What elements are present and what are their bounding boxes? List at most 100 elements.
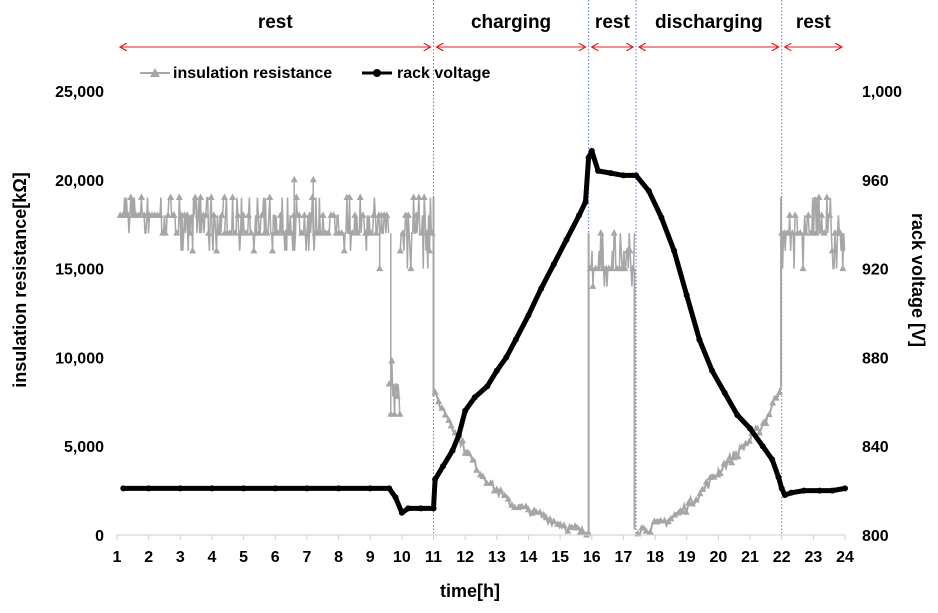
ir-point [410, 193, 418, 201]
rack-voltage-point [405, 505, 412, 512]
ir-point [247, 229, 255, 236]
ir-point [646, 528, 654, 535]
ir-point [218, 211, 226, 218]
ir-point [826, 211, 834, 218]
ir-point [445, 416, 453, 423]
rack-voltage-point [538, 285, 545, 292]
ir-point [359, 211, 367, 218]
rack-voltage-point [607, 170, 614, 177]
ir-point [799, 264, 807, 272]
rack-voltage-point [781, 492, 788, 498]
rack-voltage-point [512, 336, 519, 343]
ir-point [324, 229, 332, 236]
ir-point [303, 229, 311, 236]
phase-label: discharging [655, 12, 763, 33]
ir-point [486, 479, 494, 486]
ir-point [699, 485, 707, 492]
ir-point [420, 193, 428, 201]
insulation-resistance-series [116, 175, 847, 538]
rack-voltage-point [462, 407, 469, 414]
ir-point [226, 229, 234, 236]
ir-point [396, 246, 404, 254]
ir-point [447, 421, 455, 429]
ir-point [351, 211, 359, 218]
ir-point [423, 229, 431, 236]
ir-point [308, 193, 316, 201]
rack-voltage-point [209, 485, 215, 492]
rack-voltage-point [633, 172, 640, 179]
ir-point [418, 229, 426, 236]
ir-point [255, 229, 263, 236]
x-tick-label: 22 [773, 549, 791, 566]
ir-point [560, 521, 568, 528]
rack-voltage-point [471, 394, 478, 401]
ir-point [205, 229, 213, 236]
rack-voltage-point [335, 485, 342, 492]
x-tick-label: 3 [176, 549, 185, 566]
y-left-axis-title: insulation resistance[kΩ] [10, 172, 30, 388]
y-left-tick-label: 20,000 [55, 173, 104, 190]
ir-point [399, 229, 407, 236]
x-axis-ticks: 1 2 3 4 5 6 7 8 9 10 11 12 13 14 15 16 17 18 19 20 21 22 23 24 [113, 535, 854, 566]
rack-voltage-point [778, 485, 785, 492]
ir-point [412, 211, 420, 218]
x-tick-label: 18 [646, 549, 664, 566]
ir-point [393, 392, 401, 399]
ir-point [191, 193, 199, 201]
y-right-tick-label: 920 [862, 262, 889, 279]
y-right-tick-label: 1,000 [862, 84, 902, 101]
rack-voltage-point [620, 172, 627, 179]
ir-point [791, 211, 799, 218]
ir-point [710, 473, 718, 480]
ir-point [585, 529, 593, 536]
ir-point [207, 193, 215, 201]
ir-point [239, 211, 247, 218]
rack-voltage-point [550, 261, 557, 268]
ir-point [796, 229, 804, 236]
ir-curve [434, 391, 590, 536]
rack-voltage-point [585, 154, 592, 161]
rack-voltage-point [747, 425, 753, 432]
ir-point [215, 229, 223, 236]
ir-point [316, 229, 324, 236]
ir-point [742, 439, 750, 447]
ir-point [164, 211, 172, 218]
ir-point [728, 458, 736, 466]
ir-point [696, 489, 704, 497]
ir-point [137, 193, 145, 201]
ir-point [426, 246, 434, 254]
ir-point [404, 211, 412, 218]
ir-point [237, 229, 245, 236]
ir-point [765, 410, 773, 418]
ir-point [194, 211, 202, 218]
ir-point [287, 229, 295, 236]
ir-point [734, 452, 742, 460]
rack-voltage-point [145, 485, 152, 492]
x-tick-label: 12 [456, 549, 474, 566]
ir-point [745, 437, 753, 444]
ir-point [258, 211, 266, 218]
ir-point [290, 175, 298, 183]
x-tick-label: 7 [302, 549, 311, 566]
ir-point [685, 498, 693, 506]
rack-voltage-point [588, 147, 595, 154]
ir-point [396, 410, 404, 417]
ir-point [542, 513, 550, 521]
ir-point [546, 515, 554, 522]
rack-voltage-point [440, 463, 446, 470]
ir-point [348, 229, 356, 236]
ir-point [229, 193, 237, 201]
y-left-tick-label: 10,000 [55, 350, 104, 367]
rack-voltage-point [455, 432, 462, 439]
ir-point [772, 394, 780, 401]
ir-point [306, 211, 314, 218]
ir-point [626, 246, 634, 254]
ir-point [692, 496, 700, 503]
x-tick-label: 4 [208, 549, 217, 566]
ir-point [276, 211, 284, 218]
ir-point [497, 486, 505, 493]
ir-point [812, 229, 820, 236]
ir-point [189, 246, 197, 254]
x-tick-label: 20 [709, 549, 727, 566]
